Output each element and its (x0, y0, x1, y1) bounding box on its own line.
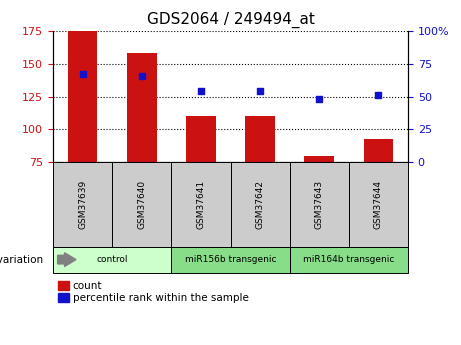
Text: GSM37644: GSM37644 (374, 180, 383, 229)
Text: control: control (96, 255, 128, 264)
Point (138, 73, 145, 78)
Bar (53, 247, 171, 273)
Bar (304, 156, 334, 162)
Text: GSM37642: GSM37642 (255, 180, 265, 229)
Text: GSM37639: GSM37639 (78, 180, 87, 229)
Bar (186, 116, 216, 162)
Title: GDS2064 / 249494_at: GDS2064 / 249494_at (147, 12, 314, 28)
Bar (68, 31, 97, 162)
Text: miR164b transgenic: miR164b transgenic (303, 255, 395, 264)
Bar (112, 162, 171, 247)
Bar (290, 162, 349, 247)
Point (315, 97, 323, 102)
Legend: count, percentile rank within the sample: count, percentile rank within the sample (58, 281, 248, 303)
Bar (127, 53, 157, 162)
Text: GSM37640: GSM37640 (137, 180, 146, 229)
Bar (230, 162, 290, 247)
Bar (349, 162, 408, 247)
Text: GSM37641: GSM37641 (196, 180, 206, 229)
Bar (53, 162, 112, 247)
Point (375, 92, 382, 98)
Point (197, 89, 205, 94)
Text: GSM37643: GSM37643 (315, 180, 324, 229)
Bar (364, 139, 393, 162)
Bar (245, 116, 275, 162)
Text: miR156b transgenic: miR156b transgenic (185, 255, 276, 264)
Point (256, 89, 264, 94)
Bar (171, 162, 230, 247)
Point (79, 71, 86, 77)
Bar (171, 247, 290, 273)
Bar (290, 247, 408, 273)
Text: genotype/variation: genotype/variation (0, 255, 44, 265)
